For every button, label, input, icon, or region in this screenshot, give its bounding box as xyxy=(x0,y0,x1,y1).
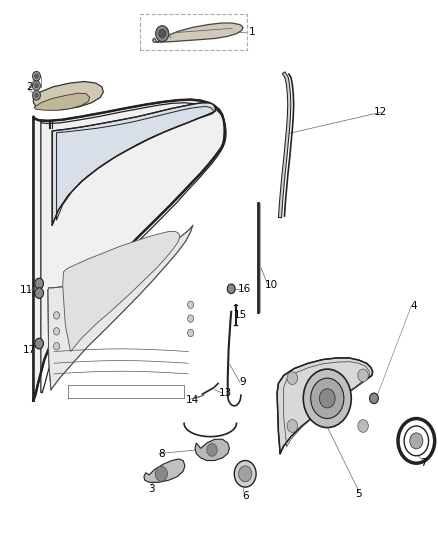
Circle shape xyxy=(53,312,60,319)
Circle shape xyxy=(358,419,368,432)
Circle shape xyxy=(239,466,252,482)
Circle shape xyxy=(370,393,378,403)
Circle shape xyxy=(303,369,351,427)
Text: 6: 6 xyxy=(242,491,248,501)
Circle shape xyxy=(287,419,297,432)
Circle shape xyxy=(32,71,40,81)
Polygon shape xyxy=(277,358,373,454)
Text: 5: 5 xyxy=(355,489,362,499)
Polygon shape xyxy=(33,100,225,400)
Polygon shape xyxy=(152,23,243,42)
Text: 15: 15 xyxy=(233,310,247,320)
Text: 14: 14 xyxy=(186,395,199,406)
Text: 8: 8 xyxy=(158,449,165,458)
Polygon shape xyxy=(63,231,180,352)
Text: 1: 1 xyxy=(248,27,255,37)
Circle shape xyxy=(53,328,60,335)
Circle shape xyxy=(35,84,38,88)
Circle shape xyxy=(155,26,169,42)
Circle shape xyxy=(187,315,194,322)
Circle shape xyxy=(35,278,43,289)
Polygon shape xyxy=(48,225,193,390)
Text: 3: 3 xyxy=(148,484,155,494)
Polygon shape xyxy=(33,82,103,110)
Circle shape xyxy=(35,74,38,78)
Circle shape xyxy=(159,29,166,38)
Polygon shape xyxy=(144,459,185,482)
Circle shape xyxy=(32,91,40,100)
Circle shape xyxy=(187,329,194,337)
Circle shape xyxy=(53,343,60,350)
Circle shape xyxy=(207,443,217,456)
Circle shape xyxy=(287,372,297,384)
Circle shape xyxy=(187,301,194,309)
Circle shape xyxy=(155,466,167,481)
Text: 4: 4 xyxy=(410,301,417,311)
Circle shape xyxy=(319,389,335,408)
Circle shape xyxy=(410,433,423,449)
Circle shape xyxy=(35,338,43,349)
Circle shape xyxy=(227,284,235,294)
Text: 12: 12 xyxy=(374,107,387,117)
Circle shape xyxy=(311,378,344,418)
Text: 17: 17 xyxy=(22,345,36,356)
Circle shape xyxy=(35,288,43,298)
Polygon shape xyxy=(195,439,230,461)
Text: 13: 13 xyxy=(219,388,232,398)
Text: 11: 11 xyxy=(19,286,33,295)
Circle shape xyxy=(358,369,368,382)
Text: 10: 10 xyxy=(265,280,278,290)
Polygon shape xyxy=(52,103,215,225)
Text: 9: 9 xyxy=(240,377,246,387)
Circle shape xyxy=(35,93,38,98)
Polygon shape xyxy=(34,93,90,110)
Text: 16: 16 xyxy=(238,284,251,294)
Circle shape xyxy=(234,461,256,487)
Text: 7: 7 xyxy=(420,458,427,468)
Text: 2: 2 xyxy=(26,82,32,92)
Circle shape xyxy=(32,81,40,91)
